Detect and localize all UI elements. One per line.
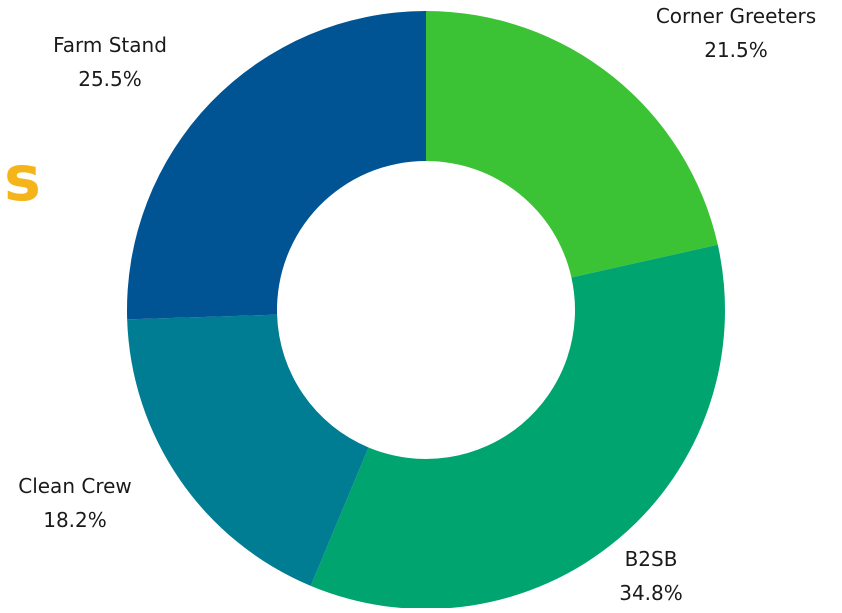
slice-farm-stand [126,11,426,320]
slice-value-corner-greeters: 21.5% [704,38,768,62]
slice-value-farm-stand: 25.5% [78,67,142,91]
slice-value-b2sb: 34.8% [619,581,683,605]
slice-label-b2sb: B2SB [625,547,678,571]
slice-corner-greeters [426,11,718,278]
slice-label-clean-crew: Clean Crew [18,474,132,498]
slice-value-clean-crew: 18.2% [43,508,107,532]
slice-b2sb [310,244,725,609]
cropped-heading-fragment: s [4,142,41,215]
slice-label-corner-greeters: Corner Greeters [656,4,816,28]
slice-label-farm-stand: Farm Stand [53,33,167,57]
slice-clean-crew [127,314,369,586]
